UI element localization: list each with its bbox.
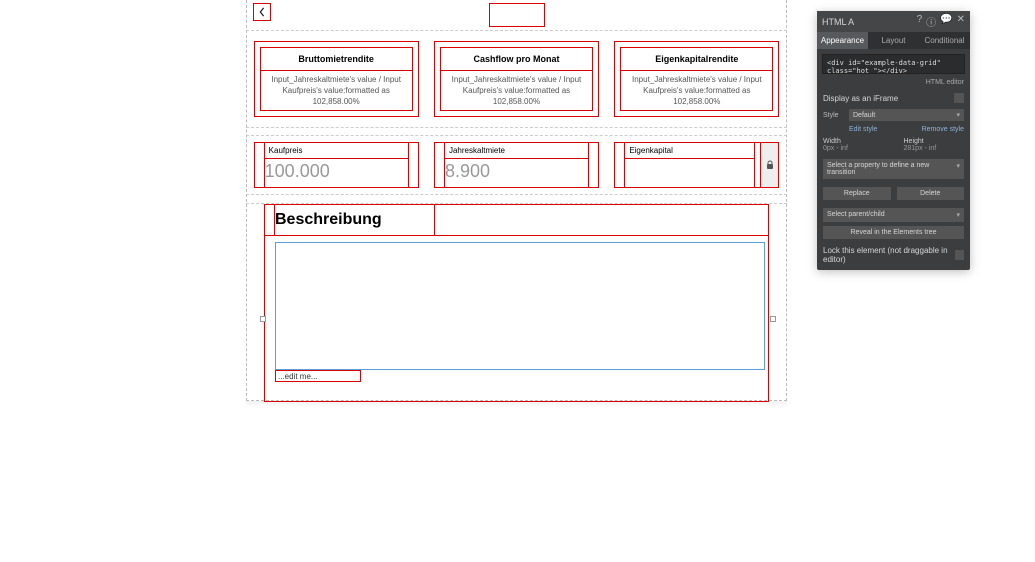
lock-element-label: Lock this element (not draggable in edit… — [823, 246, 955, 264]
resize-handle-left[interactable] — [260, 316, 266, 322]
tab-appearance[interactable]: Appearance — [817, 32, 868, 49]
stat-value: Input_Jahreskaltmiete's value / Input Ka… — [261, 71, 412, 111]
iframe-label: Display as an iFrame — [823, 94, 898, 103]
width-value: 0px - inf — [823, 145, 884, 152]
height-value: 281px - inf — [904, 145, 965, 152]
parent-child-select[interactable]: Select parent/child ▾ — [823, 208, 964, 222]
reveal-button[interactable]: Reveal in the Elements tree — [823, 226, 964, 239]
input-label: Kaufpreis — [265, 143, 408, 159]
stat-card-cashflow[interactable]: Cashflow pro Monat Input_Jahreskaltmiete… — [434, 41, 599, 117]
top-placeholder-element[interactable] — [489, 3, 545, 27]
chevron-down-icon: ▾ — [956, 162, 960, 176]
lock-element-checkbox[interactable] — [955, 250, 964, 260]
transition-select[interactable]: Select a property to define a new transi… — [823, 159, 964, 179]
stat-title: Cashflow pro Monat — [441, 48, 592, 71]
tab-conditional[interactable]: Conditional — [919, 32, 970, 49]
remove-style-link[interactable]: Remove style — [922, 126, 964, 133]
input-card-jahreskaltmiete[interactable]: Jahreskaltmiete 8.900 — [434, 142, 599, 188]
resize-handle-right[interactable] — [770, 316, 776, 322]
lock-icon — [760, 143, 778, 187]
inputs-row: Kaufpreis 100.000 Jahreskaltmiete 8.900 … — [246, 135, 787, 195]
style-value: Default — [853, 112, 875, 119]
stats-row: Bruttomietrendite Input_Jahreskaltmiete'… — [246, 30, 787, 128]
stat-value: Input_Jahreskaltmiete's value / Input Ka… — [441, 71, 592, 111]
help-icon[interactable]: ? — [917, 14, 923, 29]
html-code-input[interactable]: <div id="example-data-grid" class="hot "… — [822, 54, 965, 74]
parent-child-label: Select parent/child — [827, 211, 885, 219]
properties-panel[interactable]: HTML A ? ⓘ 💬 ✕ Appearance Layout Conditi… — [817, 11, 970, 270]
description-group[interactable]: Beschreibung ...edit me... — [264, 204, 769, 402]
chevron-down-icon: ▾ — [956, 211, 960, 219]
replace-button[interactable]: Replace — [823, 187, 891, 200]
width-label: Width — [823, 138, 884, 145]
tab-layout[interactable]: Layout — [868, 32, 919, 49]
description-textarea[interactable] — [275, 242, 765, 370]
iframe-checkbox[interactable] — [954, 93, 964, 103]
input-value[interactable]: 8.900 — [445, 159, 588, 182]
stat-value: Input_Jahreskaltmiete's value / Input Ka… — [621, 71, 772, 111]
info-icon[interactable]: ⓘ — [926, 14, 936, 29]
input-label: Jahreskaltmiete — [445, 143, 588, 159]
height-label: Height — [904, 138, 965, 145]
input-value[interactable]: 100.000 — [265, 159, 408, 182]
stat-title: Bruttomietrendite — [261, 48, 412, 71]
chevron-left-icon — [258, 7, 266, 17]
stat-title: Eigenkapitalrendite — [621, 48, 772, 71]
close-icon[interactable]: ✕ — [957, 14, 965, 29]
html-editor-link[interactable]: HTML editor — [817, 79, 970, 90]
edit-me-placeholder[interactable]: ...edit me... — [275, 370, 361, 382]
panel-header[interactable]: HTML A ? ⓘ 💬 ✕ — [817, 11, 970, 32]
input-card-eigenkapital[interactable]: Eigenkapital — [614, 142, 779, 188]
stat-card-bruttomietrendite[interactable]: Bruttomietrendite Input_Jahreskaltmiete'… — [254, 41, 419, 117]
style-select[interactable]: Default ▾ — [849, 109, 964, 121]
description-title: Beschreibung — [275, 205, 435, 235]
edit-style-link[interactable]: Edit style — [849, 126, 877, 133]
back-button[interactable] — [253, 3, 271, 21]
panel-tabs: Appearance Layout Conditional — [817, 32, 970, 49]
delete-button[interactable]: Delete — [897, 187, 965, 200]
stat-card-eigenkapitalrendite[interactable]: Eigenkapitalrendite Input_Jahreskaltmiet… — [614, 41, 779, 117]
input-label: Eigenkapital — [625, 143, 754, 159]
chevron-down-icon: ▾ — [956, 111, 960, 119]
input-card-kaufpreis[interactable]: Kaufpreis 100.000 — [254, 142, 419, 188]
description-section: Beschreibung ...edit me... — [246, 203, 787, 401]
transition-placeholder: Select a property to define a new transi… — [827, 162, 956, 176]
comment-icon[interactable]: 💬 — [940, 14, 952, 29]
style-label: Style — [823, 112, 849, 119]
input-value[interactable] — [625, 159, 754, 161]
panel-title: HTML A — [822, 17, 917, 27]
